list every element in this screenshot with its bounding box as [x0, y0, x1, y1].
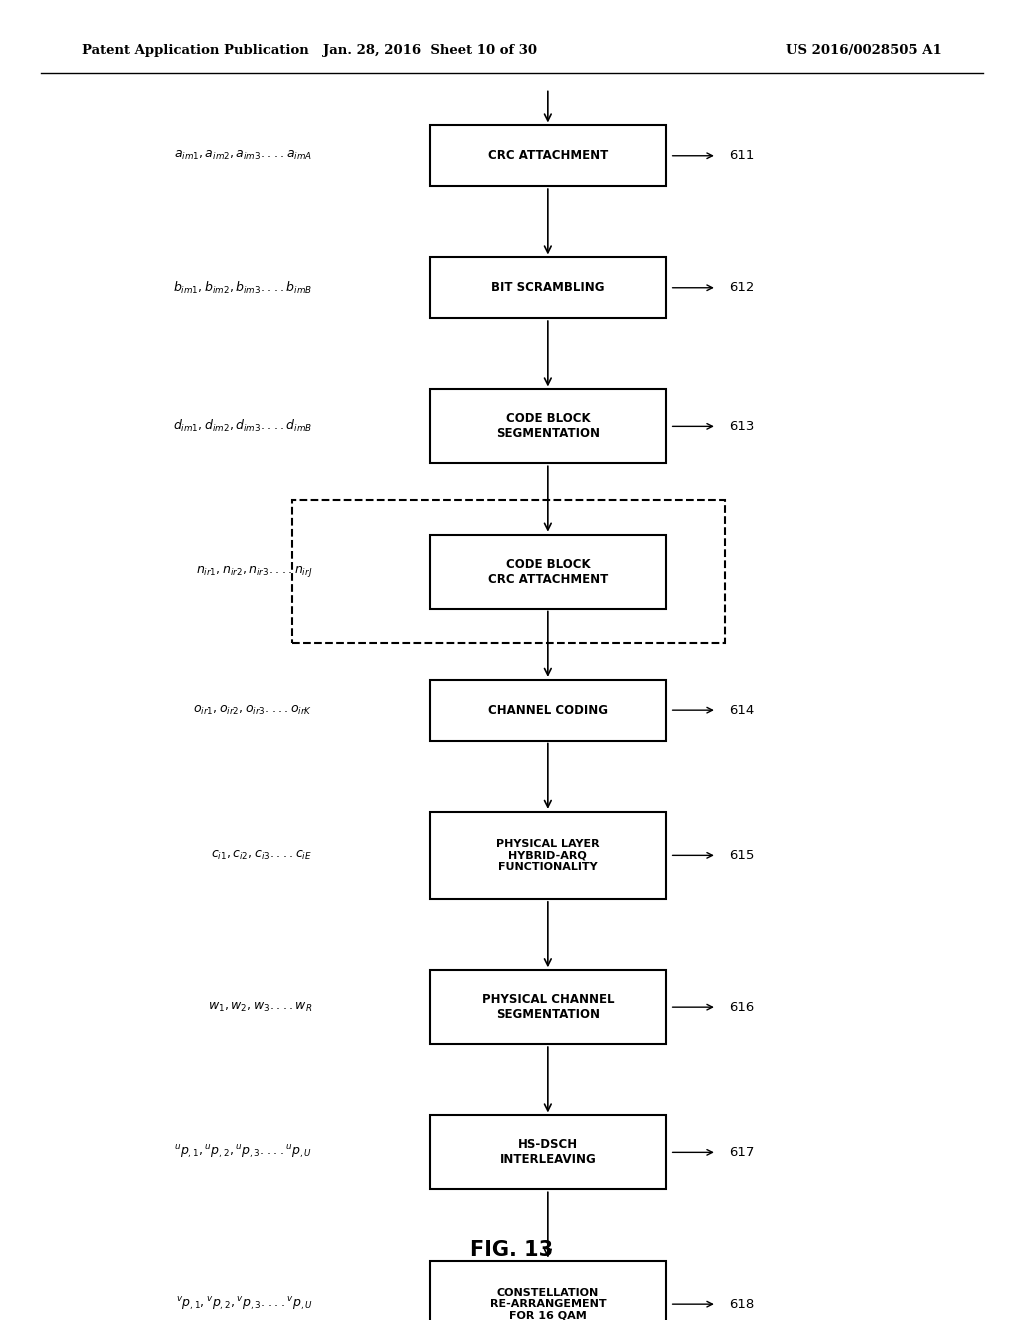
Text: $w_1, w_2, w_3....w_R$: $w_1, w_2, w_3....w_R$ [208, 1001, 312, 1014]
Bar [430, 970, 666, 1044]
Text: 617: 617 [729, 1146, 755, 1159]
Text: CHANNEL CODING: CHANNEL CODING [487, 704, 608, 717]
Bar [430, 680, 666, 741]
Bar [430, 535, 666, 609]
Bar [430, 389, 666, 463]
Text: 616: 616 [729, 1001, 755, 1014]
Text: Patent Application Publication: Patent Application Publication [82, 44, 308, 57]
Bar [430, 257, 666, 318]
Bar [430, 1261, 666, 1320]
Text: CODE BLOCK
SEGMENTATION: CODE BLOCK SEGMENTATION [496, 412, 600, 441]
Text: 611: 611 [729, 149, 755, 162]
Text: PHYSICAL CHANNEL
SEGMENTATION: PHYSICAL CHANNEL SEGMENTATION [481, 993, 614, 1022]
Text: 613: 613 [729, 420, 755, 433]
Text: BIT SCRAMBLING: BIT SCRAMBLING [492, 281, 604, 294]
Text: $^{u}p_{,1}, ^{u}p_{,2}, ^{u}p_{,3}....^{u}p_{,U}$: $^{u}p_{,1}, ^{u}p_{,2}, ^{u}p_{,3}....^… [174, 1143, 312, 1162]
Text: CODE BLOCK
CRC ATTACHMENT: CODE BLOCK CRC ATTACHMENT [487, 557, 608, 586]
Text: $a_{im1}, a_{im2}, a_{im3}....a_{imA}$: $a_{im1}, a_{im2}, a_{im3}....a_{imA}$ [174, 149, 312, 162]
Text: $o_{ir1}, o_{ir2}, o_{ir3}....o_{irK}$: $o_{ir1}, o_{ir2}, o_{ir3}....o_{irK}$ [194, 704, 312, 717]
Text: CONSTELLATION
RE-ARRANGEMENT
FOR 16 QAM: CONSTELLATION RE-ARRANGEMENT FOR 16 QAM [489, 1287, 606, 1320]
Text: CRC ATTACHMENT: CRC ATTACHMENT [487, 149, 608, 162]
Text: US 2016/0028505 A1: US 2016/0028505 A1 [786, 44, 942, 57]
Text: $c_{i1}, c_{i2}, c_{i3}....c_{iE}$: $c_{i1}, c_{i2}, c_{i3}....c_{iE}$ [211, 849, 312, 862]
Bar [430, 1115, 666, 1189]
Text: 615: 615 [729, 849, 755, 862]
Text: 612: 612 [729, 281, 755, 294]
Text: Jan. 28, 2016  Sheet 10 of 30: Jan. 28, 2016 Sheet 10 of 30 [324, 44, 537, 57]
Text: FIG. 13: FIG. 13 [470, 1239, 554, 1261]
Text: $b_{im1}, b_{im2}, b_{im3}....b_{imB}$: $b_{im1}, b_{im2}, b_{im3}....b_{imB}$ [173, 280, 312, 296]
Text: $^{v}p_{,1}, ^{v}p_{,2}, ^{v}p_{,3}....^{v}p_{,U}$: $^{v}p_{,1}, ^{v}p_{,2}, ^{v}p_{,3}....^… [175, 1295, 312, 1313]
Text: PHYSICAL LAYER
HYBRID-ARQ
FUNCTIONALITY: PHYSICAL LAYER HYBRID-ARQ FUNCTIONALITY [496, 838, 600, 873]
Bar [430, 125, 666, 186]
Bar [430, 812, 666, 899]
Bar [292, 500, 725, 643]
Text: HS-DSCH
INTERLEAVING: HS-DSCH INTERLEAVING [500, 1138, 596, 1167]
Text: $n_{ir1}, n_{ir2}, n_{ir3}....n_{irJ}$: $n_{ir1}, n_{ir2}, n_{ir3}....n_{irJ}$ [196, 564, 312, 579]
Text: $d_{im1}, d_{im2}, d_{im3}....d_{imB}$: $d_{im1}, d_{im2}, d_{im3}....d_{imB}$ [173, 418, 312, 434]
Text: 618: 618 [729, 1298, 755, 1311]
Text: 614: 614 [729, 704, 755, 717]
